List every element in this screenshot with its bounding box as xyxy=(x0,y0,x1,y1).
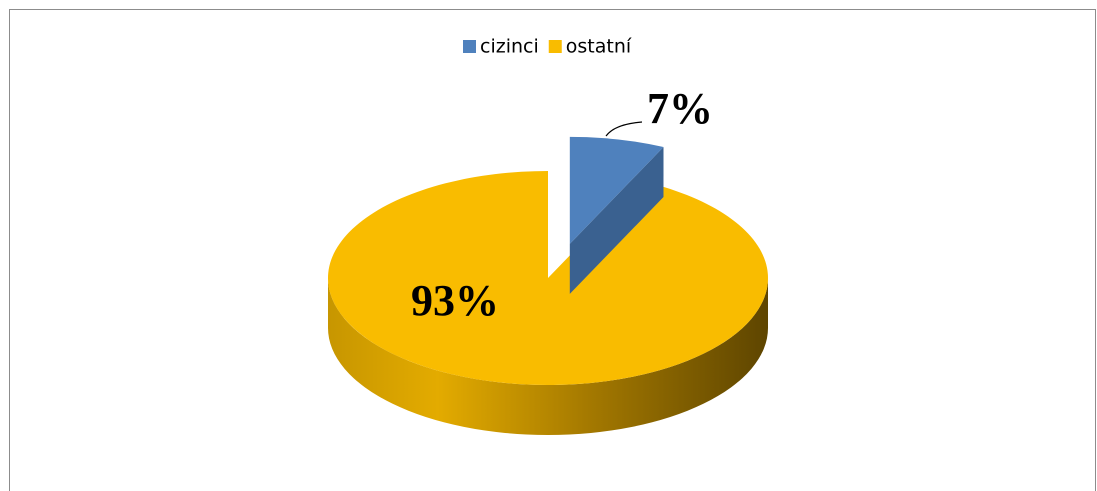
slice xyxy=(569,136,664,244)
pie: 7% 93% xyxy=(328,84,768,435)
value-label: 7% xyxy=(647,84,713,133)
value-label: 93% xyxy=(411,276,499,325)
legend-swatch xyxy=(463,40,476,53)
slice-face xyxy=(569,147,664,294)
slice xyxy=(328,171,768,385)
legend-label: ostatní xyxy=(566,36,632,58)
legend-swatch xyxy=(548,40,562,53)
slice-side xyxy=(328,278,768,435)
legend-label: cizinci xyxy=(480,36,539,58)
legend: cizinci ostatní xyxy=(463,36,632,58)
leader-line xyxy=(605,121,643,137)
